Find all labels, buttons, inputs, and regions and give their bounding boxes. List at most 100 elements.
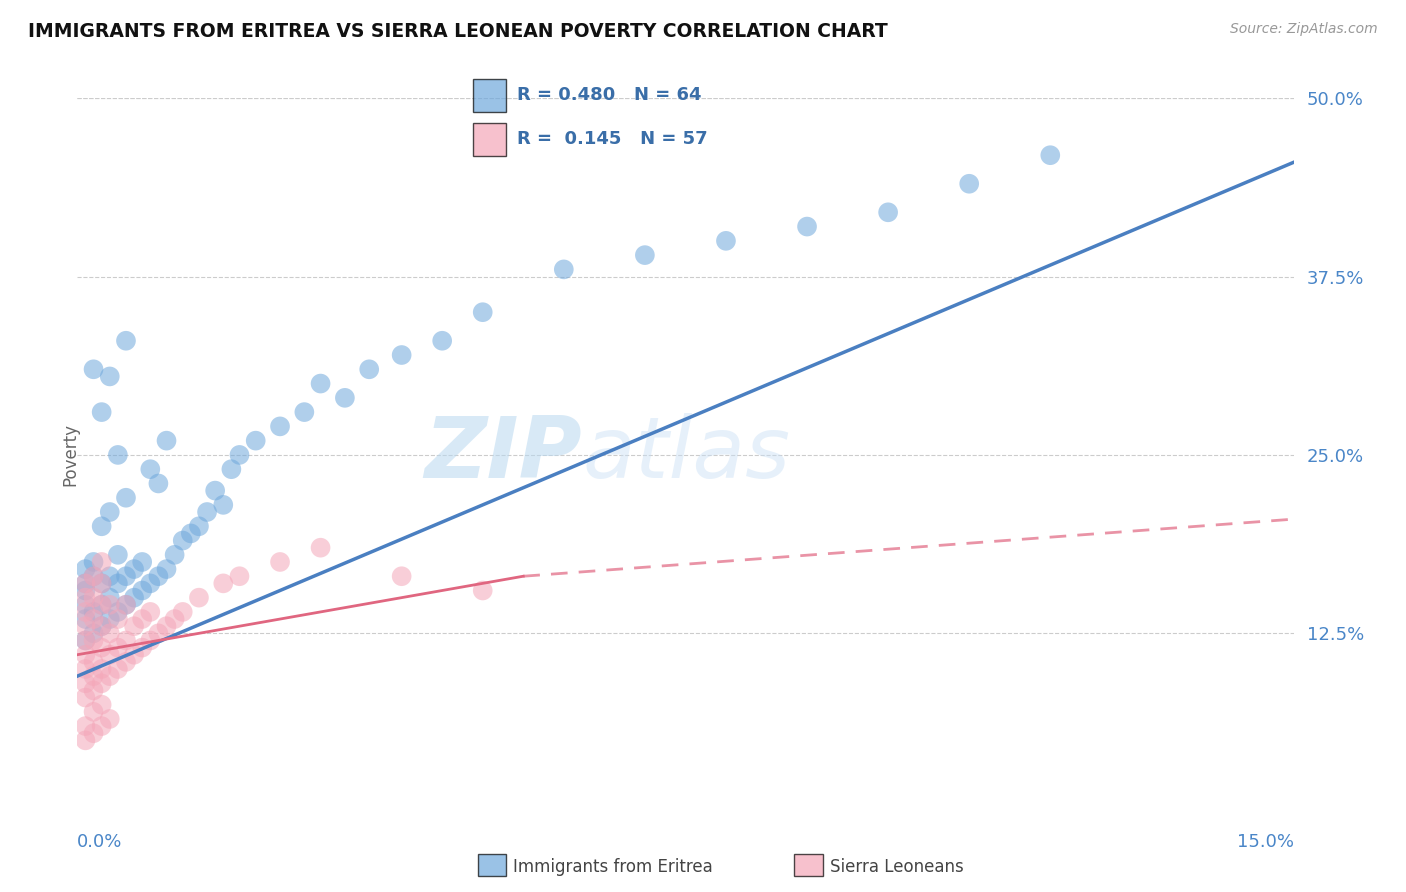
Text: IMMIGRANTS FROM ERITREA VS SIERRA LEONEAN POVERTY CORRELATION CHART: IMMIGRANTS FROM ERITREA VS SIERRA LEONEA… [28,22,887,41]
Point [75,633,97,648]
Point [90,405,112,419]
Point [75,562,97,576]
Point [115,598,138,612]
Point [75,690,97,705]
Point [90,662,112,676]
Point [212,498,235,512]
Text: 15.0%: 15.0% [1236,833,1294,851]
Point [155,562,177,576]
Point [98,612,121,626]
Point [75,612,97,626]
Point [90,598,112,612]
Point [83,683,105,698]
Point [75,662,97,676]
Point [115,633,138,648]
Point [228,569,250,583]
Point [195,505,218,519]
Point [107,605,129,619]
Point [83,655,105,669]
Point [83,705,105,719]
Point [131,612,153,626]
Point [107,448,129,462]
Point [83,591,105,605]
Point [957,177,980,191]
Point [83,569,105,583]
Point [90,640,112,655]
Point [269,555,291,569]
Point [115,569,138,583]
Point [553,262,575,277]
Point [90,576,112,591]
Point [83,669,105,683]
Text: atlas: atlas [582,413,790,497]
Point [107,640,129,655]
FancyBboxPatch shape [472,123,506,156]
Point [391,569,413,583]
Point [309,376,332,391]
Point [98,598,121,612]
Point [714,234,737,248]
Y-axis label: Poverty: Poverty [62,424,79,486]
Point [98,712,121,726]
Point [139,605,162,619]
Point [115,334,138,348]
Point [188,591,211,605]
Point [115,491,138,505]
Point [471,583,494,598]
Text: 0.0%: 0.0% [77,833,122,851]
Point [391,348,413,362]
Point [107,548,129,562]
Point [98,569,121,583]
Point [83,555,105,569]
Point [75,648,97,662]
Point [107,612,129,626]
Point [83,569,105,583]
Point [98,648,121,662]
Point [139,633,162,648]
Point [75,591,97,605]
Point [75,633,97,648]
Point [180,526,202,541]
Point [115,655,138,669]
Point [98,591,121,605]
Point [228,448,250,462]
Point [90,719,112,733]
Point [471,305,494,319]
Point [83,633,105,648]
Point [204,483,226,498]
Point [432,334,454,348]
Point [90,676,112,690]
Point [83,726,105,740]
Point [90,698,112,712]
Point [107,662,129,676]
Point [98,626,121,640]
Point [148,476,170,491]
Point [122,562,145,576]
Point [90,598,112,612]
Point [90,555,112,569]
Point [75,676,97,690]
Point [122,591,145,605]
Point [163,612,186,626]
Point [292,405,315,419]
Point [131,583,153,598]
Point [83,612,105,626]
Point [634,248,657,262]
Point [139,462,162,476]
Point [75,583,97,598]
Point [83,626,105,640]
Point [90,619,112,633]
Point [131,555,153,569]
Point [148,569,170,583]
Point [188,519,211,533]
Point [1039,148,1062,162]
Text: Source: ZipAtlas.com: Source: ZipAtlas.com [1230,22,1378,37]
Point [148,626,170,640]
Point [172,533,194,548]
Text: Sierra Leoneans: Sierra Leoneans [830,858,963,876]
Point [122,648,145,662]
Point [245,434,267,448]
Point [90,619,112,633]
Point [139,576,162,591]
Point [115,598,138,612]
